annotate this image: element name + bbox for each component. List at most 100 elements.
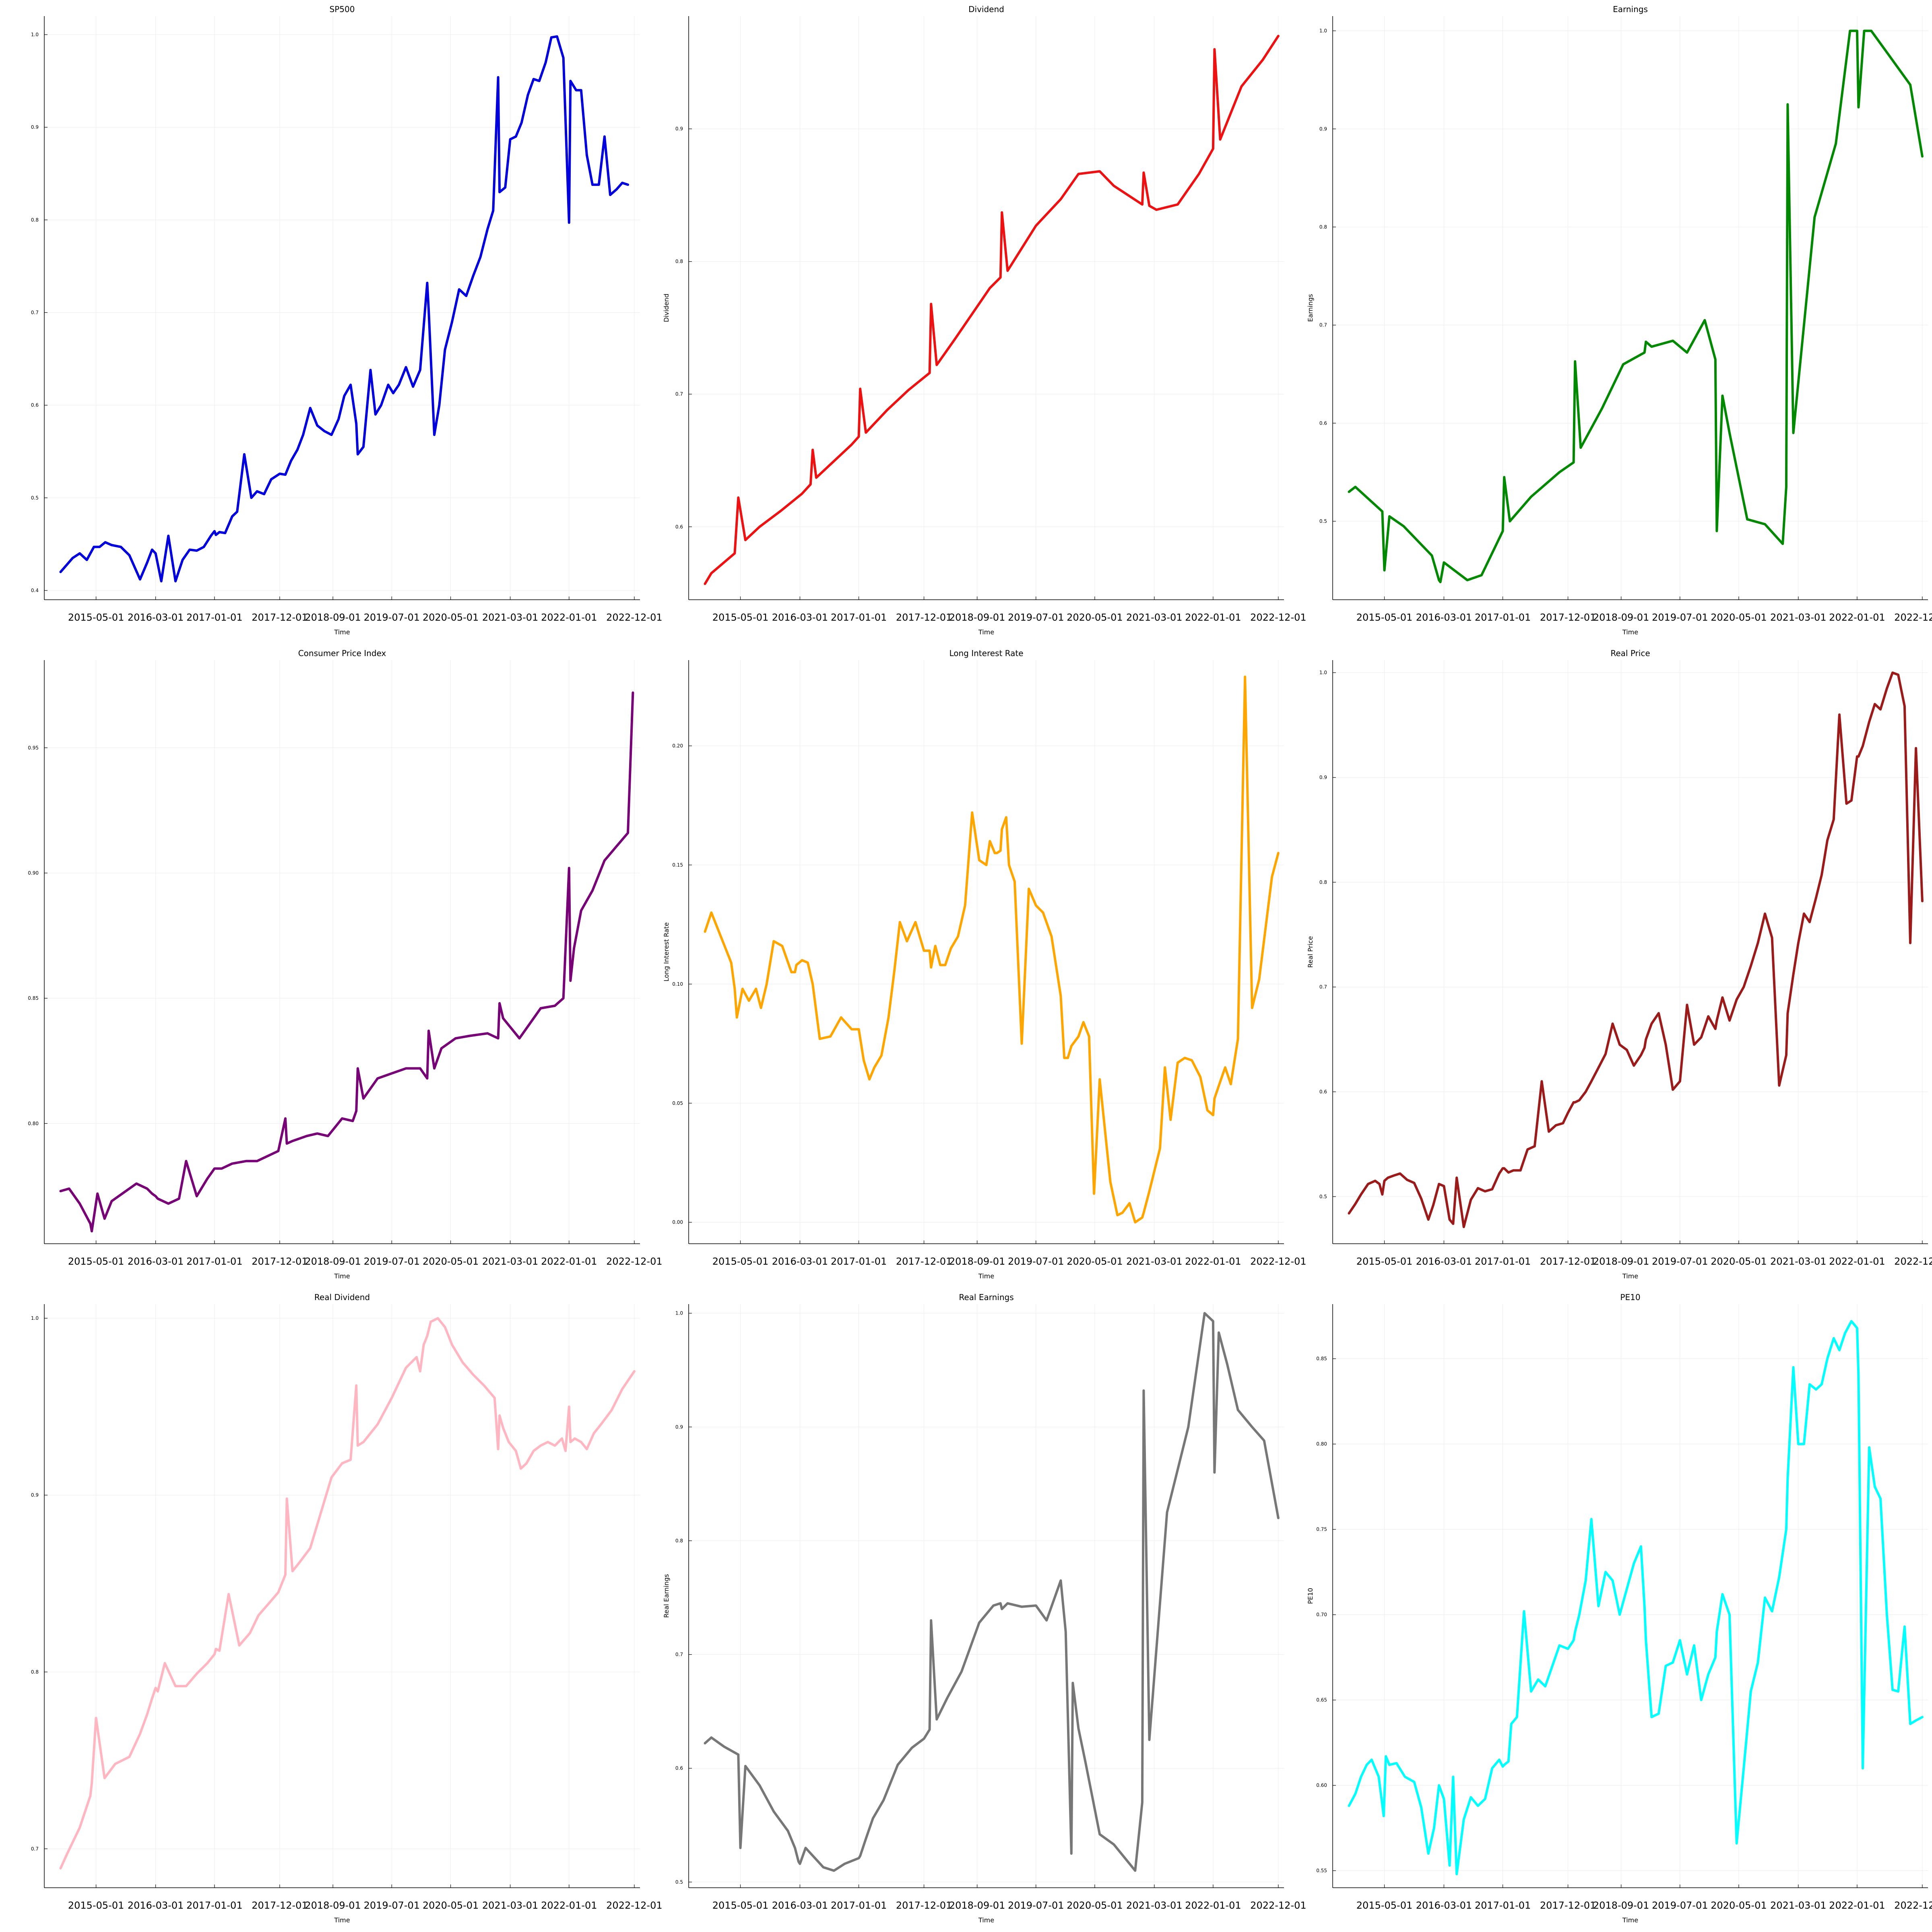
chart-1-ytick-label-5: 0.9 bbox=[31, 124, 39, 130]
chart-5-xtick-label-4: 2018-09-01 bbox=[949, 1256, 1005, 1267]
chart-4-xlabel: Time bbox=[334, 1272, 350, 1280]
chart-9-ytick-label-5: 0.80 bbox=[1316, 1441, 1327, 1447]
chart-3-xtick-label-6: 2020-05-01 bbox=[1711, 612, 1767, 623]
chart-9-xtick-label-3: 2017-12-01 bbox=[1540, 1900, 1596, 1911]
chart-5-ytick-label-0: 0.00 bbox=[672, 1220, 683, 1225]
chart-9-series-line bbox=[1348, 1320, 1924, 1876]
chart-8-xtick-label-9: 2022-12-01 bbox=[1250, 1900, 1306, 1911]
chart-9-ylabel: PE10 bbox=[1307, 1588, 1314, 1604]
chart-7-panel: 0.7 0.8 0.9 1.0 2015-05-01 2016-03-01 2017-01-… bbox=[31, 1292, 663, 1924]
chart-4-series-line bbox=[59, 691, 634, 1232]
chart-1-xtick-label-6: 2020-05-01 bbox=[423, 612, 479, 623]
chart-5-series-line bbox=[704, 675, 1280, 1224]
chart-2-ytick-label-1: 0.7 bbox=[675, 391, 683, 397]
chart-1-title: SP500 bbox=[330, 4, 355, 14]
chart-3-ytick-label-0: 0.5 bbox=[1319, 518, 1327, 524]
chart-6-xtick-label-0: 2015-05-01 bbox=[1356, 1256, 1412, 1267]
chart-5-title: Long Interest Rate bbox=[949, 648, 1023, 658]
chart-4-ytick-label-3: 0.95 bbox=[28, 745, 39, 751]
chart-7-xtick-label-7: 2021-03-01 bbox=[482, 1900, 538, 1911]
chart-9-ytick-label-3: 0.70 bbox=[1316, 1612, 1327, 1618]
chart-3-series-line bbox=[1348, 29, 1924, 584]
chart-1-ytick-label-0: 0.4 bbox=[31, 588, 39, 593]
chart-9-xtick-label-9: 2022-12-01 bbox=[1894, 1900, 1932, 1911]
chart-1-xtick-label-7: 2021-03-01 bbox=[482, 612, 538, 623]
chart-1-xtick-label-0: 2015-05-01 bbox=[68, 612, 124, 623]
chart-3-xtick-label-1: 2016-03-01 bbox=[1416, 612, 1472, 623]
chart-5-xtick-label-7: 2021-03-01 bbox=[1126, 1256, 1182, 1267]
chart-6-xtick-label-6: 2020-05-01 bbox=[1711, 1256, 1767, 1267]
chart-9-xtick-label-1: 2016-03-01 bbox=[1416, 1900, 1472, 1911]
chart-6-xtick-label-2: 2017-01-01 bbox=[1475, 1256, 1531, 1267]
chart-8-title: Real Earnings bbox=[959, 1292, 1013, 1302]
chart-6-ytick-label-4: 0.9 bbox=[1319, 775, 1327, 780]
chart-4-title: Consumer Price Index bbox=[298, 648, 386, 658]
chart-2-xlabel: Time bbox=[978, 628, 994, 636]
chart-6-xtick-label-5: 2019-07-01 bbox=[1652, 1256, 1708, 1267]
chart-1-ytick-label-4: 0.8 bbox=[31, 217, 39, 223]
chart-8-xtick-label-3: 2017-12-01 bbox=[896, 1900, 952, 1911]
chart-4-xtick-label-8: 2022-01-01 bbox=[541, 1256, 597, 1267]
chart-8-ylabel: Real Earnings bbox=[663, 1574, 670, 1618]
chart-5-ylabel: Long Interest Rate bbox=[663, 922, 670, 981]
chart-8-ytick-label-5: 1.0 bbox=[675, 1311, 683, 1316]
chart-8-xtick-label-1: 2016-03-01 bbox=[772, 1900, 828, 1911]
chart-1-xtick-label-9: 2022-12-01 bbox=[606, 612, 662, 623]
chart-3-ytick-label-1: 0.6 bbox=[1319, 420, 1327, 426]
chart-9-ytick-label-6: 0.85 bbox=[1316, 1356, 1327, 1362]
chart-1-ytick-label-1: 0.5 bbox=[31, 495, 39, 501]
chart-2-ylabel: Dividend bbox=[663, 294, 670, 322]
chart-6-xtick-label-3: 2017-12-01 bbox=[1540, 1256, 1596, 1267]
chart-4-ytick-label-1: 0.85 bbox=[28, 995, 39, 1001]
chart-3-xtick-label-8: 2022-01-01 bbox=[1829, 612, 1885, 623]
chart-4-xtick-label-4: 2018-09-01 bbox=[305, 1256, 361, 1267]
chart-8-ytick-label-0: 0.5 bbox=[675, 1879, 683, 1885]
chart-5-ytick-label-3: 0.15 bbox=[672, 862, 683, 868]
chart-7-xlabel: Time bbox=[334, 1916, 350, 1924]
chart-9-xtick-label-0: 2015-05-01 bbox=[1356, 1900, 1412, 1911]
chart-1-ytick-label-2: 0.6 bbox=[31, 402, 39, 408]
chart-1-xtick-label-5: 2019-07-01 bbox=[364, 612, 420, 623]
chart-3-xtick-label-4: 2018-09-01 bbox=[1593, 612, 1649, 623]
chart-2-title: Dividend bbox=[968, 4, 1004, 14]
chart-6-xlabel: Time bbox=[1622, 1272, 1638, 1280]
chart-8-ytick-label-1: 0.6 bbox=[675, 1765, 683, 1771]
chart-1-xtick-label-1: 2016-03-01 bbox=[128, 612, 184, 623]
chart-7-xtick-label-5: 2019-07-01 bbox=[364, 1900, 420, 1911]
chart-5-ytick-label-1: 0.05 bbox=[672, 1100, 683, 1106]
chart-2-xtick-label-0: 2015-05-01 bbox=[712, 612, 768, 623]
chart-9-xtick-label-2: 2017-01-01 bbox=[1475, 1900, 1531, 1911]
chart-1-ytick-label-6: 1.0 bbox=[31, 32, 39, 37]
chart-2-xtick-label-7: 2021-03-01 bbox=[1126, 612, 1182, 623]
chart-6-ylabel: Real Price bbox=[1307, 936, 1314, 968]
chart-2-xtick-label-2: 2017-01-01 bbox=[831, 612, 887, 623]
chart-2-xtick-label-8: 2022-01-01 bbox=[1185, 612, 1241, 623]
chart-6-series-line bbox=[1348, 671, 1924, 1228]
chart-9-panel: 0.55 0.60 0.65 0.70 0.75 0.80 0.85 2015-05-01 20… bbox=[1307, 1292, 1932, 1924]
chart-9-xlabel: Time bbox=[1622, 1916, 1638, 1924]
chart-8-xtick-label-5: 2019-07-01 bbox=[1008, 1900, 1064, 1911]
chart-9-xtick-label-5: 2019-07-01 bbox=[1652, 1900, 1708, 1911]
chart-2-xtick-label-4: 2018-09-01 bbox=[949, 612, 1005, 623]
chart-8-xtick-label-6: 2020-05-01 bbox=[1067, 1900, 1123, 1911]
chart-2-panel: 0.6 0.7 0.8 0.9 2015-05-01 2016-03-01 2017-01-… bbox=[663, 4, 1307, 636]
chart-6-ytick-label-0: 0.5 bbox=[1319, 1194, 1327, 1199]
chart-9-xtick-label-8: 2022-01-01 bbox=[1829, 1900, 1885, 1911]
chart-4-xtick-label-9: 2022-12-01 bbox=[606, 1256, 662, 1267]
chart-2-xtick-label-5: 2019-07-01 bbox=[1008, 612, 1064, 623]
chart-2-ytick-label-0: 0.6 bbox=[675, 524, 683, 530]
chart-8-ytick-label-4: 0.9 bbox=[675, 1424, 683, 1430]
chart-6-xtick-label-9: 2022-12-01 bbox=[1894, 1256, 1932, 1267]
chart-4-xtick-label-6: 2020-05-01 bbox=[423, 1256, 479, 1267]
chart-2-xtick-label-1: 2016-03-01 bbox=[772, 612, 828, 623]
chart-9-ytick-label-2: 0.65 bbox=[1316, 1697, 1327, 1703]
chart-1-xtick-label-8: 2022-01-01 bbox=[541, 612, 597, 623]
chart-3-xtick-label-9: 2022-12-01 bbox=[1894, 612, 1932, 623]
chart-3-xtick-label-7: 2021-03-01 bbox=[1770, 612, 1826, 623]
chart-9-ytick-label-0: 0.55 bbox=[1316, 1868, 1327, 1874]
chart-9-ytick-label-1: 0.60 bbox=[1316, 1783, 1327, 1788]
chart-7-xtick-label-8: 2022-01-01 bbox=[541, 1900, 597, 1911]
chart-5-xlabel: Time bbox=[978, 1272, 994, 1280]
